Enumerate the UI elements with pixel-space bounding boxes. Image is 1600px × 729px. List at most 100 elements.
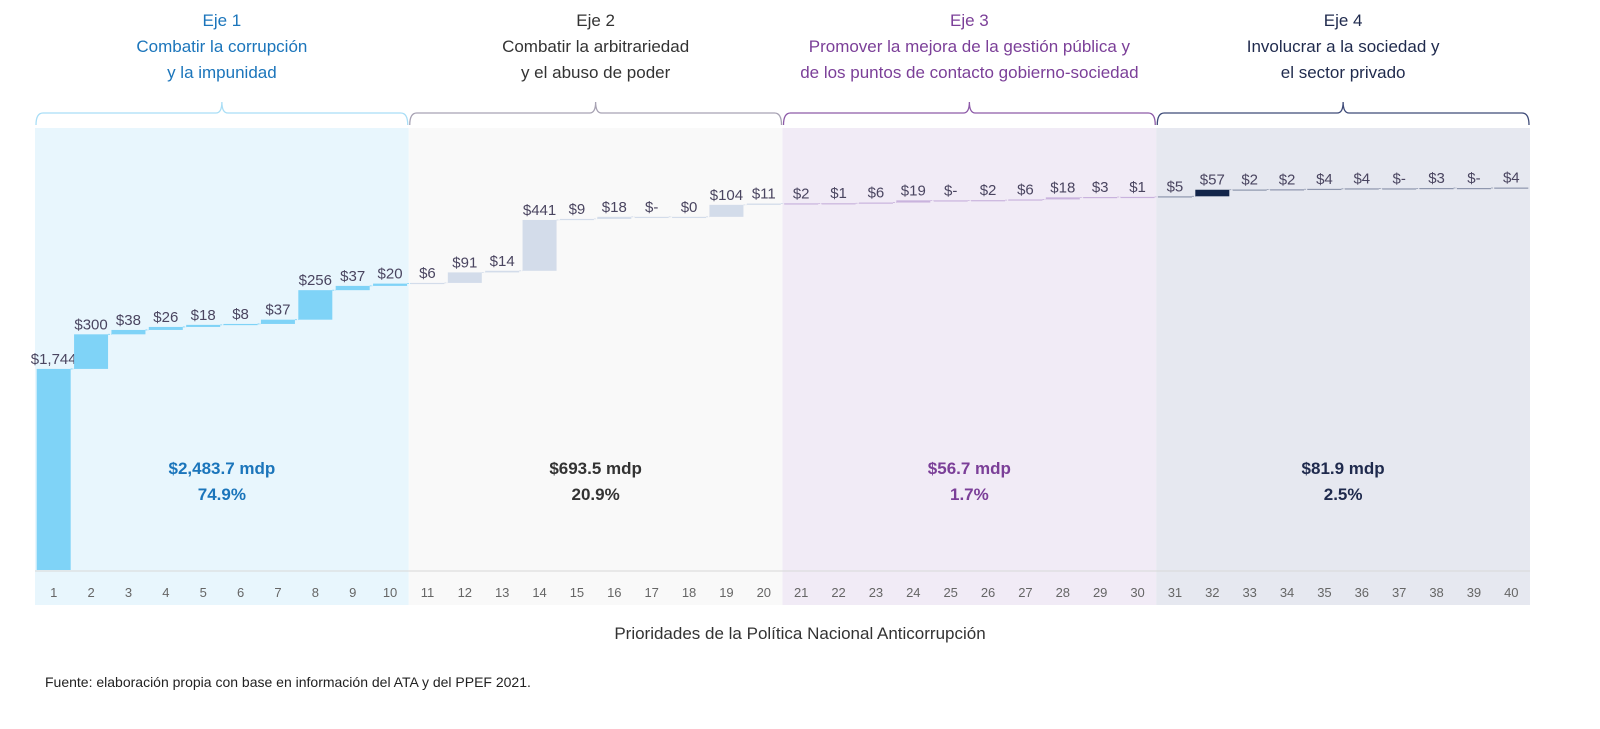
x-tick-label: 22 <box>831 585 845 600</box>
x-tick-label: 24 <box>906 585 920 600</box>
bar-15 <box>559 218 594 221</box>
bar-17 <box>634 216 669 219</box>
x-tick-label: 5 <box>200 585 207 600</box>
eje-title-line: Combatir la corrupción <box>136 37 308 56</box>
x-tick-label: 19 <box>719 585 733 600</box>
bar-21 <box>784 203 819 205</box>
eje-title: Eje 3 Promover la mejora de la gestión pú… <box>759 8 1179 86</box>
x-tick-label: 17 <box>644 585 658 600</box>
group-total: $56.7 mdp <box>928 459 1011 478</box>
eje-title-line: y la impunidad <box>167 63 277 82</box>
data-label: $18 <box>602 199 627 216</box>
bar-33 <box>1232 189 1267 191</box>
bar-1 <box>36 368 71 570</box>
bar-30 <box>1120 196 1155 199</box>
x-tick-label: 23 <box>869 585 883 600</box>
bar-34 <box>1270 189 1305 191</box>
bar-26 <box>971 200 1006 202</box>
x-tick-label: 36 <box>1355 585 1369 600</box>
eje-title-line: Eje 3 <box>950 11 989 30</box>
x-tick-label: 10 <box>383 585 397 600</box>
bar-29 <box>1083 197 1118 199</box>
data-label: $26 <box>153 309 178 326</box>
bar-9 <box>335 285 370 291</box>
data-label: $2 <box>1279 171 1296 188</box>
x-tick-label: 27 <box>1018 585 1032 600</box>
eje-band <box>782 128 1157 605</box>
eje-bracket <box>1156 101 1530 126</box>
x-tick-label: 20 <box>757 585 771 600</box>
group-percent: 1.7% <box>950 485 989 504</box>
bar-24 <box>896 200 931 203</box>
data-label: $2 <box>980 182 997 199</box>
bar-25 <box>933 200 968 202</box>
source-note: Fuente: elaboración propia con base en i… <box>45 674 531 690</box>
x-tick-label: 15 <box>570 585 584 600</box>
x-tick-label: 33 <box>1242 585 1256 600</box>
x-tick-label: 39 <box>1467 585 1481 600</box>
x-tick-label: 21 <box>794 585 808 600</box>
x-tick-label: 18 <box>682 585 696 600</box>
eje-title-line: Eje 4 <box>1323 11 1363 30</box>
data-label: $8 <box>232 306 249 323</box>
eje-title-line: Promover la mejora de la gestión pública… <box>808 37 1131 56</box>
bar-2 <box>74 334 109 369</box>
x-tick-label: 31 <box>1168 585 1182 600</box>
x-tick-label: 16 <box>607 585 621 600</box>
bar-31 <box>1157 196 1192 198</box>
eje-title-line: Eje 2 <box>576 11 615 30</box>
data-label: $1 <box>1129 179 1146 196</box>
data-label: $57 <box>1200 172 1225 189</box>
eje-title-line: y el abuso de poder <box>520 63 671 82</box>
data-label: $6 <box>868 185 885 202</box>
data-label: $37 <box>265 302 290 319</box>
bar-27 <box>1008 199 1043 201</box>
bar-12 <box>447 272 482 283</box>
data-label: $- <box>944 182 957 199</box>
data-label: $3 <box>1092 179 1109 196</box>
x-tick-label: 30 <box>1130 585 1144 600</box>
eje-title: Eje 1 Combatir la corrupción y la impunida… <box>12 8 432 86</box>
eje-title-line: Combatir la arbitrariedad <box>502 37 690 56</box>
x-tick-label: 12 <box>458 585 472 600</box>
bar-22 <box>821 203 856 205</box>
x-tick-label: 28 <box>1056 585 1070 600</box>
bar-4 <box>148 326 183 330</box>
bar-20 <box>746 203 781 205</box>
x-tick-label: 14 <box>532 585 546 600</box>
data-label: $5 <box>1167 178 1184 195</box>
eje-bracket <box>35 101 409 126</box>
x-tick-label: 9 <box>349 585 356 600</box>
bar-13 <box>485 270 520 273</box>
eje-title: Eje 2 Combatir la arbitrariedad y el abuso… <box>386 8 806 86</box>
data-label: $6 <box>419 265 436 282</box>
x-tick-label: 11 <box>421 585 435 600</box>
data-label: $19 <box>901 182 926 199</box>
x-tick-label: 29 <box>1093 585 1107 600</box>
x-tick-label: 26 <box>981 585 995 600</box>
bar-19 <box>709 204 744 217</box>
x-tick-label: 7 <box>274 585 281 600</box>
x-tick-label: 4 <box>162 585 169 600</box>
data-label: $9 <box>569 201 586 218</box>
x-tick-label: 34 <box>1280 585 1294 600</box>
x-tick-label: 35 <box>1317 585 1331 600</box>
eje-title-line: Involucrar a la sociedad y <box>1246 37 1440 56</box>
bar-35 <box>1307 188 1342 191</box>
data-label: $256 <box>299 272 332 289</box>
data-label: $3 <box>1428 170 1445 187</box>
bar-5 <box>186 324 221 327</box>
data-label: $- <box>1467 170 1480 187</box>
group-total: $693.5 mdp <box>549 459 642 478</box>
group-percent: 20.9% <box>572 485 620 504</box>
bar-37 <box>1382 188 1417 190</box>
data-label: $18 <box>191 307 216 324</box>
bar-14 <box>522 219 557 271</box>
eje-title-line: Eje 1 <box>202 11 242 30</box>
bar-32 <box>1195 189 1230 197</box>
data-label: $11 <box>752 186 776 203</box>
group-percent: 2.5% <box>1324 485 1363 504</box>
data-label: $18 <box>1050 179 1075 196</box>
bar-18 <box>672 216 707 219</box>
